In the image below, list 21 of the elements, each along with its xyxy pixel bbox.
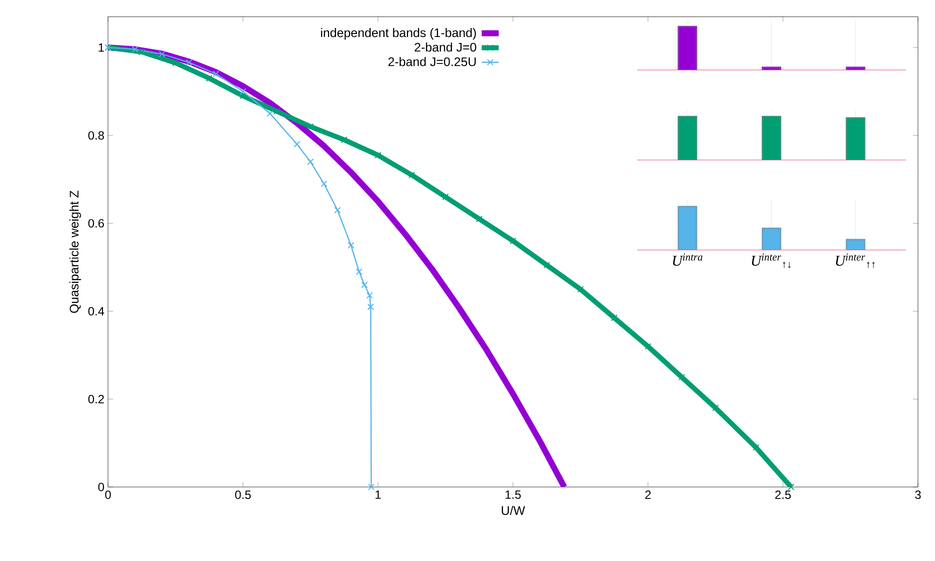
y-tick-label: 0 (98, 482, 104, 492)
y-tick-label: 0.6 (88, 219, 104, 228)
legend-label: 2-band J=0.25U (388, 56, 476, 66)
x-tick-label: 1.5 (506, 490, 521, 499)
x-tick-label: 0.5 (235, 490, 251, 499)
y-tick-label: 0.4 (88, 306, 104, 316)
x-tick-label: 2.5 (775, 490, 791, 499)
y-axis-title: Quasiparticle weight Z (69, 190, 82, 313)
legend-label: independent bands (1-band) (321, 28, 476, 40)
x-tick-label: 3 (915, 490, 921, 499)
y-tick-label: 0.2 (88, 394, 104, 404)
x-tick-label: U$^{inter}$↑↑ (836, 254, 875, 268)
y-tick-label: 0.8 (88, 131, 104, 140)
x-axis-title: U/W (502, 506, 526, 515)
x-tick-label: 0 (105, 490, 111, 499)
x-tick-label: 2 (645, 490, 651, 499)
legend-label: 2-band J=0 (414, 42, 476, 52)
x-tick-label: 1 (376, 490, 381, 499)
y-tick-label: 1 (98, 43, 104, 52)
x-tick-label: U$^{inter}$↑↓ (752, 254, 791, 268)
x-tick-label: U$^{intra}$ (673, 254, 702, 266)
